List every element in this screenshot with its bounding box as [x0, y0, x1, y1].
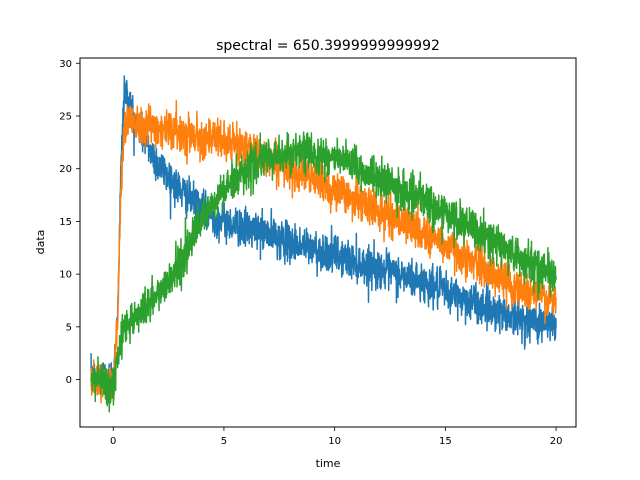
x-tick-label: 10 — [328, 436, 341, 447]
x-axis: 0 5 10 15 20 — [110, 427, 562, 447]
x-tick-label: 15 — [439, 436, 452, 447]
y-tick-label: 20 — [59, 164, 72, 175]
x-tick-label: 20 — [550, 436, 563, 447]
chart-title: spectral = 650.3999999999992 — [216, 38, 440, 54]
y-tick-label: 15 — [59, 217, 72, 228]
y-tick-label: 0 — [66, 375, 72, 386]
y-tick-label: 10 — [59, 270, 72, 281]
y-tick-label: 30 — [59, 59, 72, 70]
plot-area — [90, 75, 557, 413]
series-line-1 — [90, 75, 557, 396]
y-axis: 0 5 10 15 20 25 30 — [59, 59, 80, 386]
series-line-3 — [90, 131, 557, 413]
y-tick-label: 25 — [59, 111, 72, 122]
y-tick-label: 5 — [66, 322, 72, 333]
x-axis-label: time — [316, 457, 341, 470]
y-axis-label: data — [34, 230, 47, 255]
x-tick-label: 5 — [221, 436, 227, 447]
axes-frame — [79, 57, 577, 428]
x-tick-label: 0 — [110, 436, 116, 447]
